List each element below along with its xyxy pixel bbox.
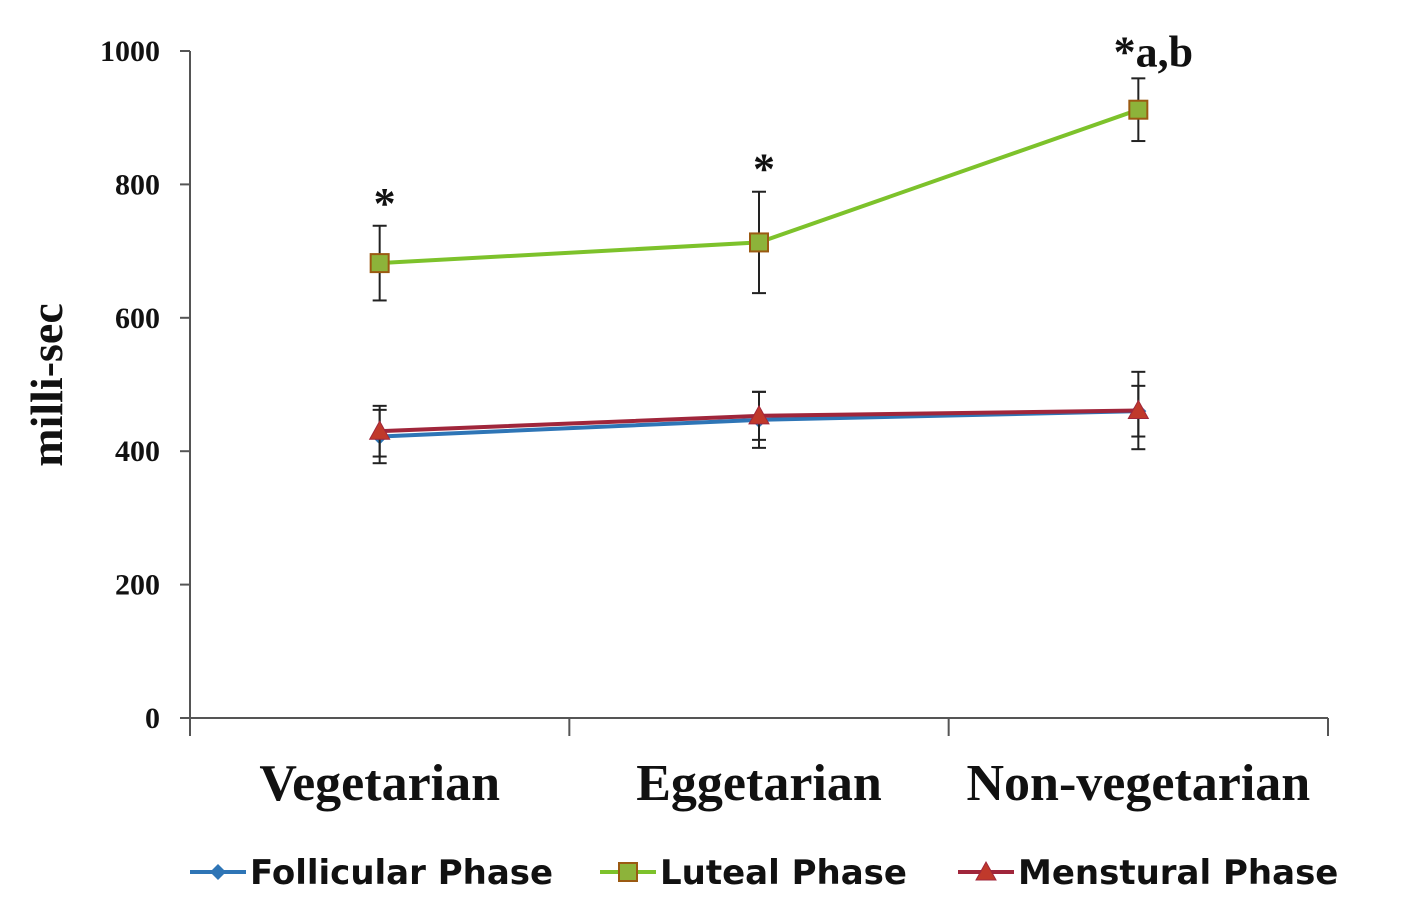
series-menstural-phase [368,370,1150,458]
x-category-labels: Vegetarian Eggetarian Non-vegetarian [259,755,1310,812]
series-group [368,77,1150,465]
significance-label: * [753,145,775,194]
square-marker [1128,99,1149,120]
x-category-label: Non-vegetarian [966,755,1310,812]
y-tick-label: 200 [115,569,160,602]
x-category-label: Eggetarian [636,755,882,812]
triangle-marker [748,404,770,425]
triangle-marker [1127,399,1150,420]
legend: Follicular Phase Luteal Phase Menstural Ph… [190,853,1338,893]
x-category-label: Vegetarian [259,755,500,812]
series-luteal-phase [369,77,1149,302]
legend-item: Follicular Phase [190,853,553,893]
legend-label: Menstural Phase [1018,853,1338,893]
y-tick-label: 400 [115,435,160,468]
y-tick-label: 800 [115,168,160,201]
legend-label: Follicular Phase [250,853,553,893]
diamond-marker [210,864,226,880]
legend-item: Menstural Phase [958,853,1338,893]
triangle-marker [368,420,391,440]
significance-annotations: * * *a,b [374,27,1193,227]
square-marker [369,253,390,274]
significance-label: * [374,179,396,228]
square-marker [618,862,638,882]
significance-label: *a,b [1114,27,1193,76]
y-tick-labels: 0 200 400 600 800 1000 [100,35,160,735]
axes [180,50,1329,736]
square-marker [749,232,769,253]
y-tick-label: 600 [115,302,160,335]
triangle-marker [975,860,997,881]
y-tick-label: 1000 [100,35,160,68]
legend-label: Luteal Phase [660,853,907,893]
y-tick-label: 0 [145,702,160,735]
legend-item: Luteal Phase [600,853,907,893]
y-axis-label: milli-sec [21,303,72,467]
